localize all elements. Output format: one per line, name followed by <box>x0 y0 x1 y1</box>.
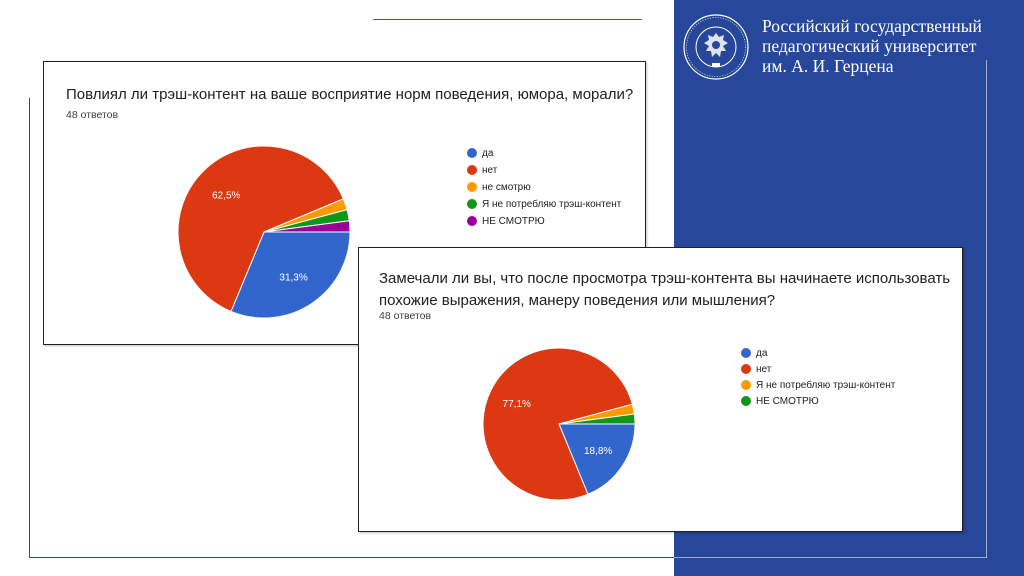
survey-chart-card-2: Замечали ли вы, что после просмотра трэш… <box>358 247 963 532</box>
legend-item: НЕ СМОТРЮ <box>467 216 621 233</box>
chart-legend: да нет Я не потребляю трэш-контент НЕ СМОТР… <box>741 348 895 412</box>
chart-title: Замечали ли вы, что после просмотра трэш… <box>379 270 951 309</box>
pie-data-label: 62,5% <box>212 190 240 201</box>
university-name-line: им. А. И. Герцена <box>762 56 894 76</box>
top-divider-line <box>373 19 642 20</box>
legend-item: Я не потребляю трэш-контент <box>467 199 621 216</box>
legend-swatch <box>467 216 477 226</box>
pie-slice-4 <box>558 413 636 425</box>
pie-chart: 18,8% 77,1% <box>482 347 636 501</box>
legend-label: да <box>482 148 494 159</box>
legend-label: НЕ СМОТРЮ <box>482 216 545 227</box>
legend-swatch <box>467 182 477 192</box>
legend-label: Я не потребляю трэш-контент <box>482 199 622 210</box>
legend-swatch <box>741 348 751 358</box>
pie-slice-5 <box>263 220 351 233</box>
legend-label: нет <box>756 364 772 375</box>
legend-swatch <box>741 364 751 374</box>
legend-swatch <box>467 148 477 158</box>
panel-frame-line-vertical <box>986 60 987 558</box>
university-name: Российский государственный педагогически… <box>762 16 1012 76</box>
pie-slice-1 <box>558 423 636 495</box>
pie-chart: 31,3% 62,5% <box>177 145 351 319</box>
response-count: 48 ответов <box>379 310 432 322</box>
legend-swatch <box>467 199 477 209</box>
legend-label: не смотрю <box>482 182 531 193</box>
university-seal-icon <box>683 14 749 80</box>
pie-slice-2 <box>482 347 633 501</box>
legend-swatch <box>741 396 751 406</box>
university-name-line: Российский государственный <box>762 16 982 36</box>
legend-item: нет <box>741 364 895 380</box>
pie-data-label: 77,1% <box>503 399 531 410</box>
pie-slice-1 <box>230 231 351 319</box>
chart-title: Повлиял ли трэш-контент на ваше восприят… <box>66 86 634 103</box>
legend-swatch <box>741 380 751 390</box>
legend-item: НЕ СМОТРЮ <box>741 396 895 412</box>
legend-label: НЕ СМОТРЮ <box>756 396 819 407</box>
legend-label: да <box>756 348 768 359</box>
legend-item: да <box>741 348 895 364</box>
legend-item: Я не потребляю трэш-контент <box>741 380 895 396</box>
pie-data-label: 31,3% <box>279 272 307 283</box>
response-count: 48 ответов <box>66 109 119 121</box>
pie-data-label: 18,8% <box>584 446 612 457</box>
pie-slice-2 <box>177 145 345 313</box>
legend-item: не смотрю <box>467 182 621 199</box>
frame-bottom-line <box>29 557 674 558</box>
legend-label: нет <box>482 165 498 176</box>
legend-label: Я не потребляю трэш-контент <box>756 380 896 391</box>
chart-legend: да нет не смотрю Я не потребляю трэш-контен… <box>467 148 621 233</box>
university-name-line: педагогический университет <box>762 36 977 56</box>
legend-item: нет <box>467 165 621 182</box>
legend-swatch <box>467 165 477 175</box>
legend-item: да <box>467 148 621 165</box>
survey-chart-card-1: Повлиял ли трэш-контент на ваше восприят… <box>43 61 646 345</box>
panel-frame-line-horizontal <box>674 557 987 558</box>
frame-left-line <box>29 98 30 558</box>
